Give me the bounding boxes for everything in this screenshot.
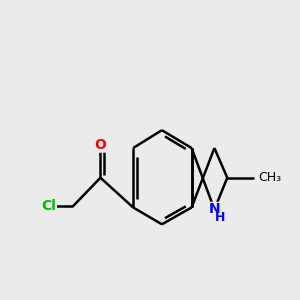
Text: O: O (94, 138, 106, 152)
Text: Cl: Cl (41, 200, 56, 214)
Text: N: N (208, 202, 220, 216)
Text: H: H (214, 211, 225, 224)
Text: CH₃: CH₃ (259, 171, 282, 184)
